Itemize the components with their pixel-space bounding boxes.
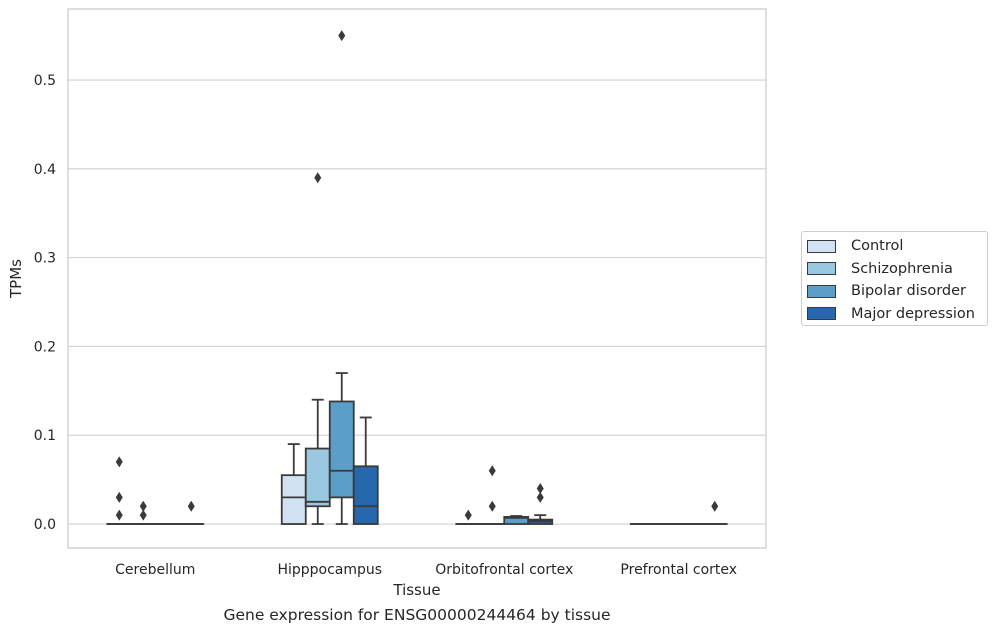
legend-item: Major depression [802,303,987,326]
outlier-point [115,456,123,468]
box-body [352,465,379,525]
x-tick-label: Hipppocampus [277,562,382,578]
legend-swatch [807,262,836,276]
plot-frame [67,8,767,549]
legend-swatch [807,307,836,321]
box-series [106,30,728,525]
box-body [280,474,307,525]
gridlines [68,79,766,525]
outlier-point [139,509,147,521]
box-major-depression [352,416,379,525]
outlier-point [115,509,123,521]
outlier-point [338,30,346,42]
box-control [455,509,482,525]
legend-item: Control [802,235,987,258]
legend: Control Schizophrenia Bipolar disorder Majo… [801,231,988,326]
legend-swatch [807,284,836,298]
box-major-depression [178,500,205,525]
y-tick-label: 0.5 [34,73,56,89]
box-control [280,443,307,525]
y-tick-label: 0.3 [34,251,56,267]
outlier-point [536,483,544,495]
outlier-point [488,465,496,477]
legend-item: Bipolar disorder [802,280,987,303]
x-tick-label: Orbitofrontal cortex [435,562,573,578]
legend-item: Schizophrenia [802,258,987,281]
figure-caption: Gene expression for ENSG00000244464 by t… [223,606,611,624]
y-tick-label: 0.2 [34,339,56,355]
legend-label: Schizophrenia [851,260,953,277]
y-tick-label: 0.1 [34,428,56,444]
box-bipolar-disorder [503,515,530,525]
box-body [328,400,355,499]
box-schizophrenia [304,172,331,525]
outlier-point [139,500,147,512]
box-schizophrenia [479,465,506,525]
box-schizophrenia [130,500,157,525]
x-tick-label: Prefrontal cortex [620,562,737,578]
box-control [106,456,133,525]
y-tick-label: 0.4 [34,162,56,178]
outlier-point [314,172,322,184]
box-bipolar-disorder [328,30,355,525]
outlier-point [488,500,496,512]
box-body [304,447,331,508]
outlier-point [115,491,123,503]
legend-swatch [807,239,836,253]
outlier-point [711,500,719,512]
legend-label: Major depression [851,305,975,322]
y-tick-label: 0.0 [34,517,56,533]
x-tick-labels: Cerebellum Hipppocampus Orbitofrontal cort… [115,562,737,578]
outlier-point [187,500,195,512]
outlier-point [536,491,544,503]
legend-label: Control [851,238,904,255]
box-major-depression [701,500,728,525]
outlier-point [464,509,472,521]
x-tick-label: Cerebellum [115,562,195,578]
y-tick-labels: 0.0 0.1 0.2 0.3 0.4 0.5 [34,73,56,533]
x-axis-label: Tissue [392,581,440,599]
y-axis-label: TPMs [7,259,25,299]
legend-label: Bipolar disorder [851,283,966,300]
box-major-depression [527,483,554,525]
